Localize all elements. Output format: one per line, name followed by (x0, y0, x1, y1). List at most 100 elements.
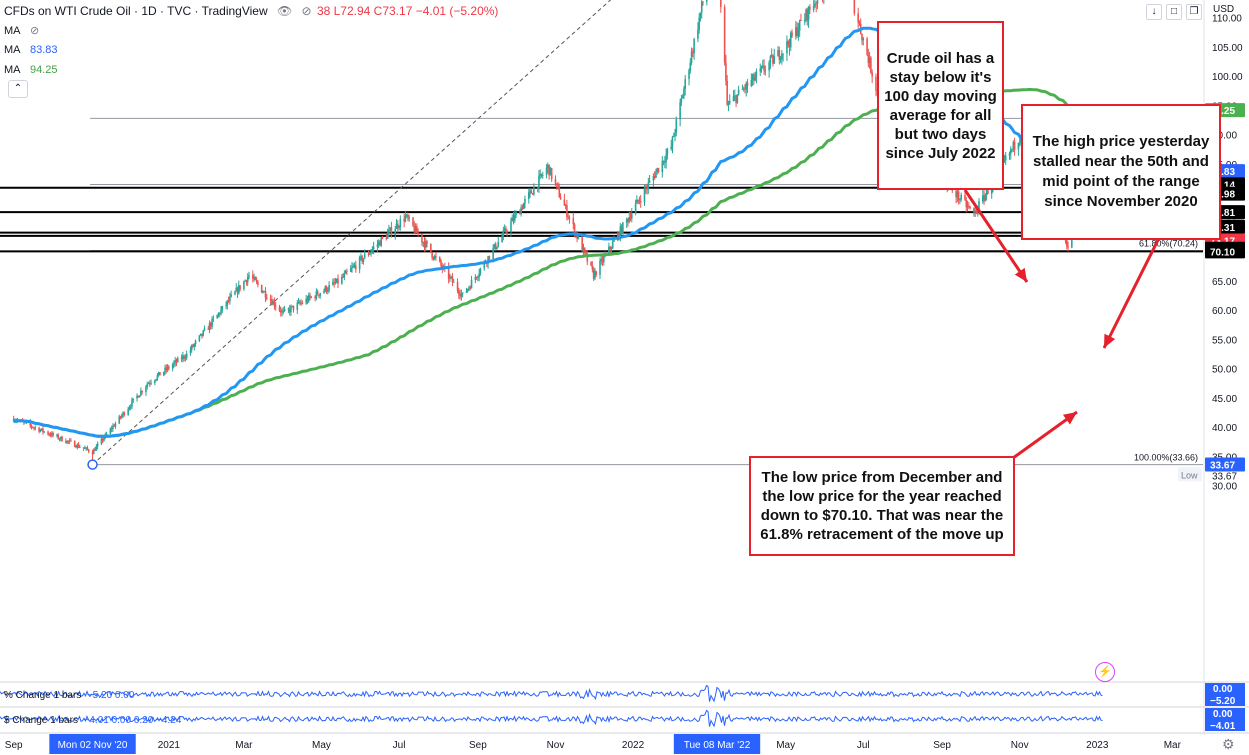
candle-body (173, 362, 175, 365)
sub-tag (1205, 683, 1245, 694)
candle-body (594, 271, 596, 279)
candle-body (377, 241, 380, 245)
x-tick-label: Sep (5, 740, 23, 751)
candle-body (494, 243, 497, 249)
candle-body (609, 246, 611, 250)
hide-icon[interactable]: ⊘ (301, 4, 312, 18)
pct-change-legend[interactable]: % Change 1 bars −5.20 0.00 (4, 690, 135, 701)
candle-body (521, 207, 524, 210)
candle-body (118, 416, 121, 424)
candle-body (754, 77, 756, 81)
price-tag-label: 73.31 (1210, 223, 1235, 234)
candle-body (760, 66, 763, 69)
candle-body (630, 213, 633, 219)
candle-body (978, 201, 980, 211)
candle-body (245, 280, 248, 283)
candle-body (487, 256, 489, 264)
candle-body (372, 246, 375, 250)
candle-body (530, 190, 533, 194)
candle-body (477, 276, 479, 278)
candle-body (1067, 246, 1069, 248)
restore-icon[interactable]: ❐ (1186, 4, 1202, 20)
symbol-title[interactable]: CFDs on WTI Crude Oil · 1D · TVC · Tradi… (4, 4, 268, 18)
candle-body (287, 308, 290, 310)
down-arrow-icon[interactable]: ↓ (1146, 4, 1162, 20)
currency-selector[interactable]: USD (1213, 4, 1235, 15)
candle-body (450, 276, 452, 278)
candle-body (264, 291, 267, 298)
price-tag (1205, 244, 1245, 259)
ma-legend-2[interactable]: MA 83.83 (4, 44, 58, 56)
candle-body (759, 68, 762, 72)
candle-body (263, 291, 266, 293)
x-tick-label: Mar (1164, 740, 1182, 751)
candle-body (675, 119, 678, 133)
candle-body (253, 277, 255, 279)
candle-body (862, 38, 865, 41)
candle-body (273, 301, 276, 307)
candle-body (394, 228, 397, 235)
candle-body (620, 226, 623, 234)
candle-body (243, 281, 245, 290)
candle-body (162, 371, 165, 376)
candle-body (492, 248, 494, 260)
ma-legend-1[interactable]: MA ⊘ (4, 25, 40, 37)
candle-body (764, 70, 767, 72)
candle-body (693, 38, 695, 54)
candle-body (616, 233, 619, 241)
candle-body (58, 438, 61, 440)
candle-body (753, 74, 755, 81)
candle-body (65, 441, 67, 443)
candle-body (176, 357, 179, 363)
candle-body (123, 412, 126, 415)
candle-body (644, 188, 647, 189)
candle-body (57, 434, 60, 439)
candle-body (1003, 160, 1006, 162)
candle-body (861, 33, 863, 41)
candle-body (390, 227, 393, 235)
label-bg (1178, 467, 1202, 482)
candle-body (529, 190, 531, 193)
lightning-icon[interactable]: ⚡ (1095, 662, 1115, 682)
candle-body (501, 236, 503, 242)
candle-body (699, 12, 702, 18)
candle-body (110, 428, 113, 430)
candle-body (536, 187, 539, 189)
x-tick-label: Mon 02 Nov '20 (58, 740, 128, 751)
candle-body (493, 243, 496, 249)
ma-value-100: 83.83 (30, 44, 58, 56)
candle-body (688, 70, 690, 80)
candle-body (30, 425, 33, 427)
candle-body (786, 41, 788, 54)
candle-body (550, 168, 553, 180)
candle-body (150, 382, 152, 384)
candle-body (138, 395, 141, 398)
candle-body (679, 102, 681, 120)
candle-body (119, 416, 122, 418)
maximize-icon[interactable]: □ (1166, 4, 1182, 20)
candle-body (868, 57, 871, 64)
collapse-legend-button[interactable]: ⌃ (8, 80, 28, 98)
candle-body (674, 132, 676, 137)
eye-off-icon[interactable]: ⊘ (30, 25, 40, 37)
ma-legend-3[interactable]: MA 94.25 (4, 64, 58, 76)
candle-body (94, 449, 96, 451)
candle-body (475, 277, 478, 278)
candle-body (815, 3, 818, 5)
candle-body (957, 191, 960, 200)
fib-label: 61.80%(70.24) (1139, 239, 1198, 249)
candle-body (159, 372, 161, 376)
candle-body (271, 300, 273, 305)
eye-icon[interactable]: 👁 (276, 4, 293, 18)
dollar-change-legend[interactable]: $ Change 1 bars −4.01 0.00 0.20 −4.24 (4, 715, 182, 726)
candle-body (496, 246, 498, 249)
candle-body (235, 287, 238, 292)
sub-tag-label: 0.00 (1213, 709, 1233, 720)
gear-icon[interactable]: ⚙ (1222, 736, 1235, 752)
candle-body (559, 197, 562, 200)
candle-body (690, 51, 693, 63)
candle-body (582, 247, 585, 252)
candle-body (590, 261, 592, 266)
candle-body (43, 431, 46, 433)
candle-body (412, 217, 414, 226)
